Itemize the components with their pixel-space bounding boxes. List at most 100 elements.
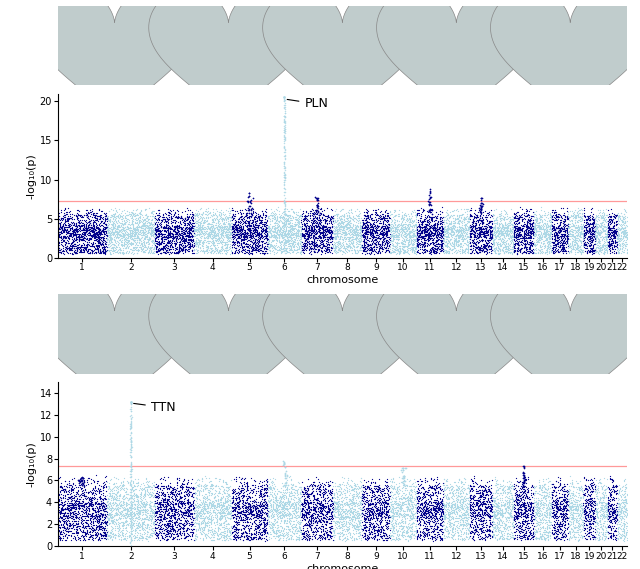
Point xyxy=(136,510,147,519)
Point xyxy=(351,224,361,233)
Point xyxy=(86,234,97,243)
Point xyxy=(262,504,273,513)
Point xyxy=(419,246,429,255)
Point xyxy=(339,211,349,220)
Point xyxy=(134,526,144,535)
Point xyxy=(84,218,95,228)
Point xyxy=(466,248,476,257)
Point xyxy=(269,232,280,241)
Point xyxy=(561,246,571,255)
Point xyxy=(399,242,409,251)
Point xyxy=(346,245,356,254)
Point xyxy=(322,234,332,244)
Point xyxy=(262,240,272,249)
Point xyxy=(616,507,627,516)
Point xyxy=(440,483,450,492)
Point xyxy=(332,229,342,238)
Point xyxy=(488,234,499,243)
Point xyxy=(154,245,164,254)
Point xyxy=(502,521,513,530)
Point xyxy=(95,529,106,538)
Point xyxy=(309,244,319,253)
Point xyxy=(199,516,209,525)
Point xyxy=(227,494,237,503)
Point xyxy=(560,227,570,236)
Point xyxy=(520,486,531,495)
Point xyxy=(393,518,403,527)
Point xyxy=(100,492,110,501)
Point xyxy=(406,235,416,244)
Point xyxy=(246,228,256,237)
Point xyxy=(277,509,287,518)
Point xyxy=(337,212,347,221)
Point xyxy=(293,215,303,224)
Point xyxy=(303,230,313,239)
Point xyxy=(144,222,154,232)
Point xyxy=(259,249,269,258)
Point xyxy=(222,486,232,496)
Point xyxy=(309,214,319,223)
Point xyxy=(126,535,136,544)
Point xyxy=(107,492,117,501)
Point xyxy=(495,504,506,513)
Point xyxy=(313,232,323,241)
Point xyxy=(550,242,561,251)
Point xyxy=(318,503,328,512)
Point xyxy=(538,225,548,234)
Point xyxy=(472,212,482,221)
Point xyxy=(144,503,154,512)
Point xyxy=(461,490,471,499)
Point xyxy=(126,439,136,448)
Point xyxy=(536,223,546,232)
Point xyxy=(431,245,441,254)
Point xyxy=(557,532,568,541)
Point xyxy=(138,221,148,230)
Point xyxy=(283,213,293,222)
Point xyxy=(280,136,290,145)
Point xyxy=(291,502,301,512)
Point xyxy=(380,520,390,529)
Point xyxy=(122,241,132,250)
Point xyxy=(116,212,127,221)
Point xyxy=(64,242,74,251)
Point xyxy=(333,486,344,495)
Point xyxy=(438,224,448,233)
Point xyxy=(164,490,175,499)
Point xyxy=(335,512,346,521)
Point xyxy=(170,493,180,502)
Point xyxy=(355,517,365,526)
Point xyxy=(417,510,428,519)
Point xyxy=(161,530,172,539)
Point xyxy=(453,240,463,249)
Point xyxy=(185,221,195,230)
Point xyxy=(508,241,518,250)
Point xyxy=(555,225,565,234)
Point xyxy=(293,505,303,514)
Point xyxy=(342,220,352,229)
Point xyxy=(511,239,522,248)
Point xyxy=(484,500,495,509)
Point xyxy=(95,213,105,222)
Point xyxy=(367,490,377,499)
Point xyxy=(212,508,223,517)
Point xyxy=(329,247,339,256)
Point xyxy=(182,486,193,496)
Point xyxy=(279,163,289,172)
Point xyxy=(550,212,561,221)
Point xyxy=(220,246,230,255)
Point xyxy=(189,509,200,518)
Point xyxy=(111,482,121,491)
Point xyxy=(474,205,484,215)
Point xyxy=(355,244,365,253)
Point xyxy=(211,221,221,230)
Point xyxy=(464,221,474,230)
Point xyxy=(541,221,551,230)
Point xyxy=(324,218,335,228)
Point xyxy=(394,232,404,241)
Point xyxy=(527,238,537,248)
Point xyxy=(217,228,227,237)
Point xyxy=(355,224,365,233)
Point xyxy=(79,485,90,494)
Point xyxy=(205,220,216,229)
Point xyxy=(457,484,467,493)
